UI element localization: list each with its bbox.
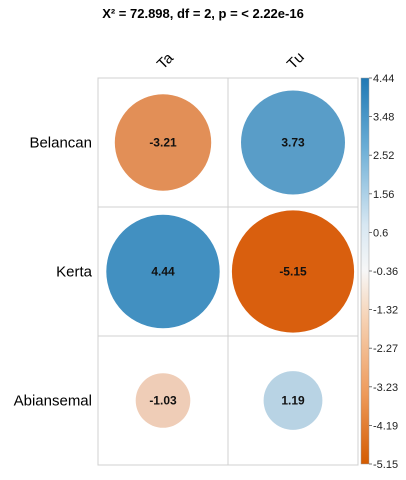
row-label: Kerta bbox=[56, 264, 93, 281]
chart-title: X² = 72.898, df = 2, p = < 2.22e-16 bbox=[102, 6, 304, 21]
plot-cells: -3.21 3.73 4.44 -5.15 -1.03 1.19 bbox=[106, 90, 355, 430]
column-label: Ta bbox=[154, 49, 178, 73]
colorbar-tick-label: 3.48 bbox=[373, 112, 394, 124]
column-label: Tu bbox=[284, 49, 308, 73]
cell-circle bbox=[241, 90, 345, 195]
colorbar-tick-label: -5.15 bbox=[373, 459, 398, 471]
colorbar-tick-label: 4.44 bbox=[373, 73, 394, 85]
cell-circle bbox=[135, 373, 191, 428]
colorbar-tick-label: 2.52 bbox=[373, 150, 394, 162]
colorbar-tick-label: -0.36 bbox=[373, 266, 398, 278]
colorbar-tick-label: -3.23 bbox=[373, 382, 398, 394]
cell-value-label: 4.44 bbox=[151, 265, 175, 279]
row-label: Abiansemal bbox=[14, 393, 92, 410]
cell-circle bbox=[114, 94, 212, 191]
cell-value-label: 1.19 bbox=[281, 394, 305, 408]
colorbar-gradient bbox=[360, 77, 370, 465]
cell-value-label: -3.21 bbox=[149, 136, 177, 150]
colorbar-tick-label: -4.19 bbox=[373, 420, 398, 432]
cell-value-label: 3.73 bbox=[281, 136, 305, 150]
colorbar: 4.44 3.48 2.52 1.56 0.6 -0.36 -1.32 -2.27 -3.23 -… bbox=[360, 73, 398, 471]
cell-circle bbox=[231, 210, 355, 333]
colorbar-tick-label: 0.6 bbox=[373, 227, 388, 239]
row-label: Belancan bbox=[29, 135, 92, 152]
colorbar-tick-label: -1.32 bbox=[373, 305, 398, 317]
cell-circle bbox=[263, 371, 323, 430]
plot-grid bbox=[97, 77, 359, 466]
cell-value-label: -5.15 bbox=[279, 265, 307, 279]
colorbar-tick-label: 1.56 bbox=[373, 189, 394, 201]
cell-circle bbox=[106, 214, 220, 329]
colorbar-tick-label: -2.27 bbox=[373, 343, 398, 355]
cell-value-label: -1.03 bbox=[149, 394, 177, 408]
